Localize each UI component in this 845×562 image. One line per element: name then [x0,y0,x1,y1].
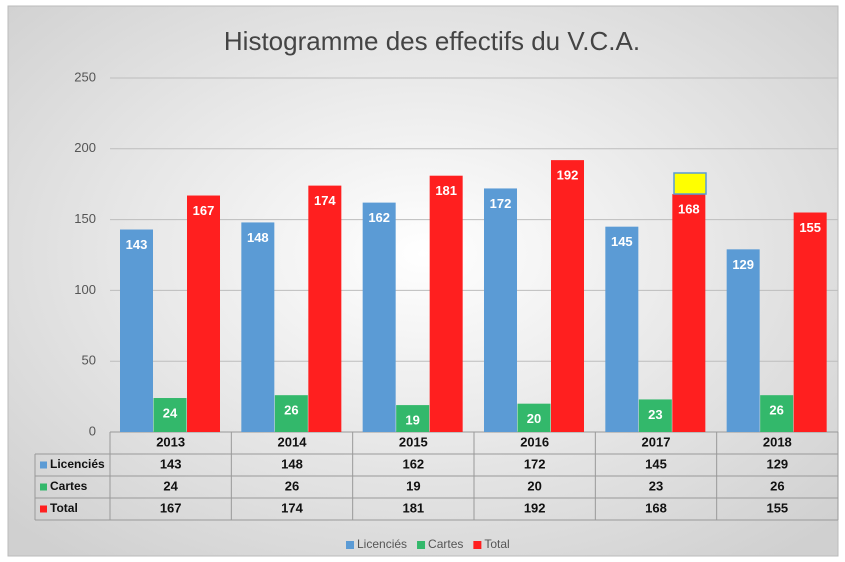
table-cell: 24 [163,478,178,493]
bar [760,395,794,432]
table-cell: 145 [645,456,667,471]
table-cell: 167 [160,500,182,515]
chart-title: Histogramme des effectifs du V.C.A. [224,26,640,56]
legend-key [40,483,47,491]
table-row-label: Cartes [50,479,88,493]
bar [551,160,584,433]
x-tick-label: 2016 [520,434,549,449]
data-label: 129 [732,257,754,272]
table-cell: 172 [524,456,546,471]
table-row-label: Licenciés [50,457,105,471]
data-label: 172 [490,196,512,211]
table-cell: 19 [406,478,420,493]
legend-key [40,461,47,469]
bar [638,399,672,432]
table-cell: 168 [645,500,667,515]
data-label: 148 [247,230,269,245]
x-tick-label: 2014 [278,434,308,449]
y-tick-label: 250 [74,69,96,84]
legend-key [417,541,426,549]
table-cell: 192 [524,500,546,515]
table-cell: 181 [402,500,424,515]
table-cell: 129 [766,456,788,471]
data-label: 174 [314,193,336,208]
bar [308,185,342,432]
data-label: 192 [557,168,579,183]
bar [153,398,187,432]
table-cell: 155 [766,500,788,515]
x-tick-label: 2018 [763,434,792,449]
legend-label: Licenciés [357,537,407,551]
table-cell: 26 [285,478,299,493]
x-tick-label: 2017 [642,434,671,449]
data-label: 20 [527,411,541,426]
data-label: 181 [435,183,457,198]
legend-label: Cartes [428,537,463,551]
table-cell: 162 [402,456,424,471]
bar [672,194,706,432]
data-label: 167 [193,203,215,218]
highlight-shape [673,172,707,195]
data-label: 26 [769,403,783,418]
x-tick-label: 2013 [156,434,185,449]
table-row-label: Total [50,501,78,515]
legend-key [40,505,47,513]
bar [484,188,517,432]
bar [362,202,396,432]
bar [241,222,275,432]
data-label: 26 [284,403,298,418]
data-label: 155 [799,220,821,235]
data-label: 162 [368,210,390,225]
data-label: 143 [126,237,148,252]
y-tick-label: 50 [82,353,96,368]
table-cell: 26 [770,478,784,493]
bar [793,212,827,432]
table-cell: 174 [281,500,303,515]
bar [605,226,639,432]
y-tick-label: 0 [89,423,96,438]
bar [726,249,760,432]
bar [120,229,153,432]
y-tick-label: 200 [74,140,96,155]
legend-key [473,541,482,549]
bar [187,195,220,432]
data-label: 24 [163,405,178,420]
bar [396,405,430,432]
bar [429,175,463,433]
table-cell: 143 [160,456,182,471]
table-cell: 148 [281,456,303,471]
y-tick-label: 150 [74,211,96,226]
bar [517,403,551,432]
table-cell: 23 [649,478,663,493]
legend-key [346,541,354,549]
y-tick-label: 100 [74,282,96,297]
data-label: 19 [405,413,419,428]
x-tick-label: 2015 [399,434,428,449]
data-label: 145 [611,234,633,249]
bar [274,395,308,432]
data-label: 168 [678,202,700,217]
table-cell: 20 [527,478,541,493]
data-label: 23 [648,407,662,422]
legend-label: Total [484,537,509,551]
